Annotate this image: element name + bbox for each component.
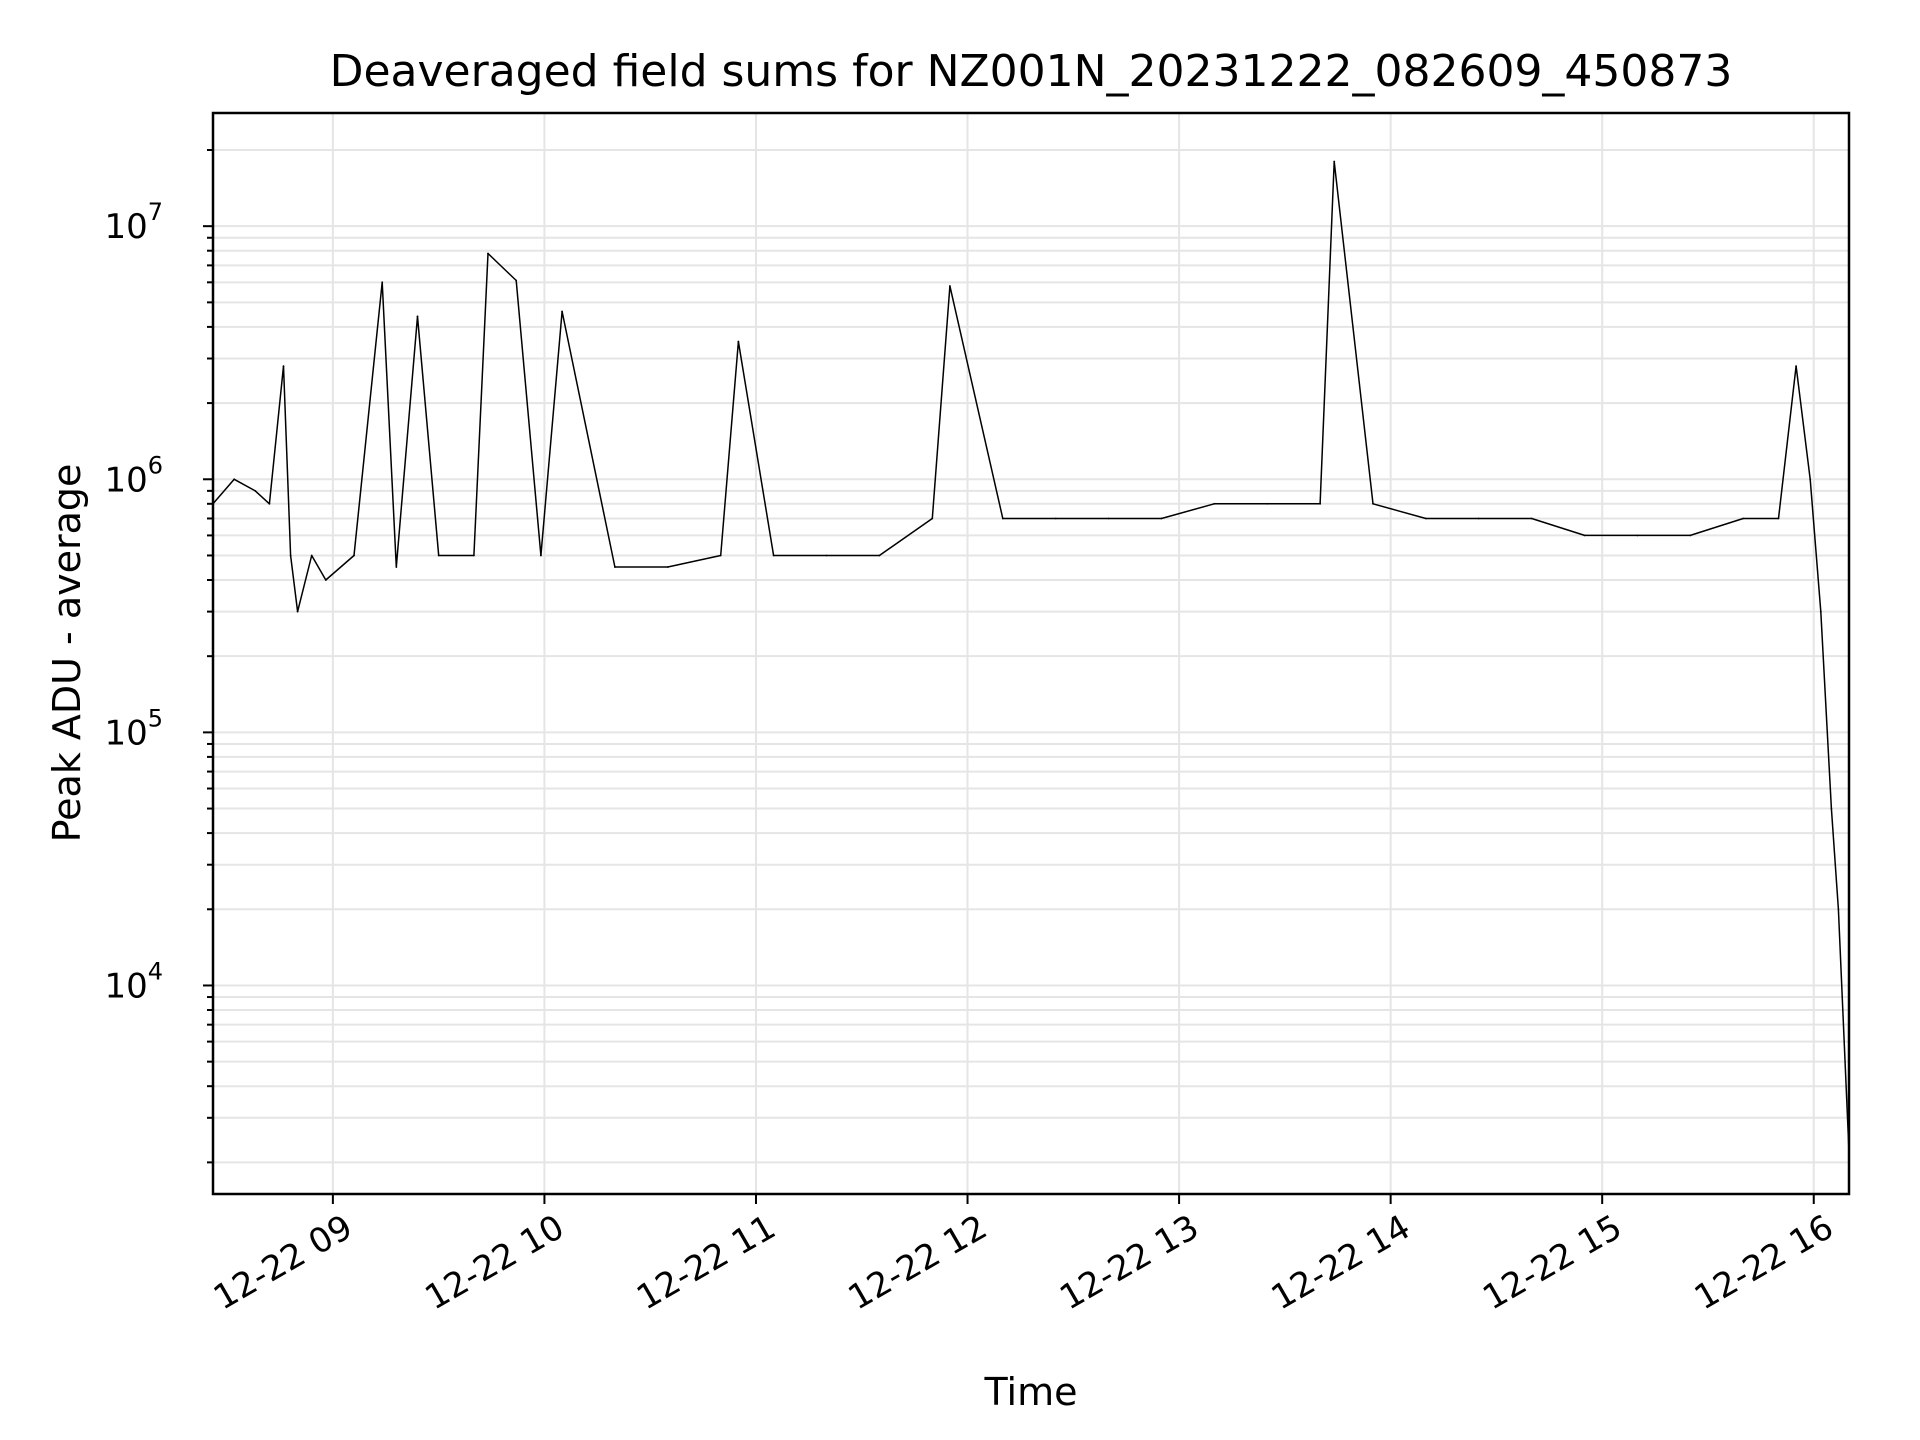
data-point xyxy=(1266,502,1269,505)
data-point xyxy=(1333,160,1336,163)
y-tick-exponent: 5 xyxy=(148,704,163,732)
y-tick-label: 105 xyxy=(104,704,163,753)
x-tick-label: 12-22 12 xyxy=(842,1207,994,1318)
data-point xyxy=(1372,502,1374,505)
y-tick-label: 107 xyxy=(104,198,163,247)
y-tick-label: 106 xyxy=(104,451,163,500)
y-axis-label: Peak ADU - average xyxy=(45,464,89,843)
data-point xyxy=(1819,610,1822,613)
plot-frame xyxy=(211,111,1851,1196)
data-point xyxy=(1213,502,1216,505)
data-point xyxy=(561,310,563,313)
x-tick-label: 12-22 10 xyxy=(419,1207,571,1318)
data-point xyxy=(1424,517,1427,520)
data-point xyxy=(515,279,518,282)
grid-lines xyxy=(213,113,1849,1194)
data-point xyxy=(1809,478,1812,481)
data-point xyxy=(666,566,669,568)
data-point xyxy=(1795,365,1798,367)
x-tick-label: 12-22 16 xyxy=(1688,1207,1840,1318)
data-point xyxy=(1001,517,1004,520)
data-point xyxy=(1054,517,1057,520)
data-point xyxy=(772,554,775,557)
data-point xyxy=(416,315,419,318)
chart-title: Deaveraged field sums for NZ001N_2023122… xyxy=(330,46,1733,97)
data-point xyxy=(1583,534,1586,537)
x-tick-label: 12-22 15 xyxy=(1476,1207,1628,1318)
y-tick-base: 10 xyxy=(104,460,147,500)
data-point xyxy=(282,365,285,367)
data-point xyxy=(1837,908,1840,911)
data-point xyxy=(353,554,355,557)
data-point xyxy=(1530,517,1533,520)
data-point xyxy=(1319,502,1322,505)
data-point xyxy=(310,554,313,557)
y-tick-base: 10 xyxy=(104,966,147,1006)
data-point xyxy=(1689,534,1692,537)
y-tick-exponent: 6 xyxy=(148,451,163,479)
x-tick-label: 12-22 09 xyxy=(207,1207,359,1318)
data-point xyxy=(289,554,292,557)
y-tick-exponent: 4 xyxy=(148,957,163,985)
x-axis-label: Time xyxy=(984,1370,1078,1414)
data-point xyxy=(614,566,616,568)
y-tick-label: 104 xyxy=(104,957,163,1006)
data-point xyxy=(1107,517,1110,520)
data-point xyxy=(1742,517,1745,520)
data-point xyxy=(1777,517,1780,520)
data-point xyxy=(233,478,236,481)
data-point xyxy=(381,281,384,284)
data-point xyxy=(540,554,542,557)
data-point xyxy=(268,502,271,505)
data-point xyxy=(719,554,722,557)
data-point xyxy=(1636,534,1639,537)
x-tick-label: 12-22 14 xyxy=(1265,1207,1417,1318)
data-point xyxy=(1160,517,1163,520)
data-point xyxy=(931,517,934,520)
x-tick-label: 12-22 11 xyxy=(630,1207,782,1318)
series-layer xyxy=(212,160,1850,1153)
data-point xyxy=(473,554,475,557)
data-point xyxy=(878,554,881,557)
data-point xyxy=(254,489,257,492)
data-point xyxy=(1477,517,1480,520)
y-tick-base: 10 xyxy=(104,713,147,753)
data-point xyxy=(324,579,327,581)
x-tick-label: 12-22 13 xyxy=(1053,1207,1205,1318)
data-point xyxy=(737,340,740,343)
data-point xyxy=(1830,807,1833,810)
y-tick-exponent: 7 xyxy=(148,198,163,226)
data-point xyxy=(487,252,489,255)
y-tick-base: 10 xyxy=(104,207,147,247)
data-point xyxy=(949,285,951,287)
data-point xyxy=(296,610,299,613)
data-point xyxy=(825,554,828,557)
data-point xyxy=(395,566,398,568)
data-point xyxy=(437,554,440,557)
